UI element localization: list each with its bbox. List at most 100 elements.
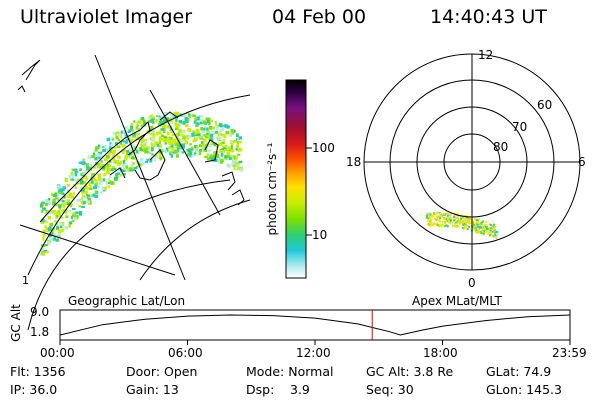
- aurora-pixel: [59, 222, 63, 226]
- aurora-pixel: [186, 117, 190, 122]
- aurora-pixel: [185, 123, 189, 127]
- aurora-pixel: [124, 126, 127, 130]
- aurora-pixel: [211, 131, 216, 135]
- aurora-pixel: [479, 224, 482, 227]
- aurora-pixel: [40, 247, 44, 252]
- aurora-pixel: [142, 162, 146, 165]
- aurora-pixel: [119, 142, 122, 145]
- aurora-pixel: [227, 164, 231, 168]
- aurora-pixel: [182, 114, 187, 118]
- aurora-pixel: [438, 219, 441, 222]
- aurora-pixel: [101, 163, 105, 167]
- aurora-pixel: [168, 146, 172, 149]
- aurora-pixel: [123, 159, 126, 164]
- aurora-pixel: [55, 238, 59, 242]
- aurora-pixel: [49, 237, 54, 241]
- aurora-pixel: [177, 147, 180, 151]
- aurora-pixel: [47, 201, 52, 205]
- aurora-pixel: [186, 148, 190, 153]
- aurora-pixel: [158, 115, 161, 118]
- aurora-pixel: [493, 223, 495, 226]
- aurora-pixel: [138, 129, 141, 133]
- colorbar-gradient: [285, 79, 307, 279]
- aurora-pixel: [137, 128, 141, 131]
- aurora-pixel: [122, 149, 126, 153]
- aurora-pixel: [495, 236, 498, 239]
- aurora-pixel: [231, 160, 236, 165]
- aurora-pixel: [475, 231, 478, 234]
- aurora-pixel: [75, 214, 79, 219]
- aurora-pixel: [198, 144, 203, 147]
- aurora-pixel: [438, 215, 441, 218]
- aurora-pixel: [485, 221, 488, 223]
- aurora-pixel: [42, 252, 46, 256]
- aurora-pixel: [129, 125, 134, 130]
- aurora-pixel: [112, 154, 115, 158]
- aurora-pixel: [64, 226, 68, 230]
- time-label-1800: 18:00: [423, 346, 458, 360]
- aurora-pixel: [89, 200, 92, 204]
- aurora-pixel: [114, 176, 118, 181]
- aurora-pixel: [188, 149, 192, 153]
- aurora-pixel: [436, 223, 439, 226]
- aurora-pixel: [135, 160, 139, 163]
- aurora-pixel: [171, 149, 175, 154]
- aurora-pixel: [219, 123, 222, 126]
- aurora-pixel: [227, 156, 231, 159]
- aurora-pixel: [157, 132, 161, 135]
- aurora-pixel: [495, 234, 497, 237]
- aurora-pixel: [475, 221, 478, 224]
- aurora-pixel: [472, 220, 475, 223]
- geo-corner-label: 1: [22, 274, 29, 287]
- aurora-pixel: [485, 230, 488, 233]
- aurora-pixel: [173, 142, 176, 146]
- aurora-pixel: [230, 142, 234, 146]
- aurora-pixel: [225, 131, 230, 135]
- aurora-pixel: [156, 144, 160, 147]
- aurora-pixel: [446, 219, 449, 222]
- aurora-pixel: [54, 234, 58, 237]
- aurora-pixel: [208, 122, 211, 126]
- aurora-pixel: [477, 218, 480, 221]
- geographic-longitude: GLon: 145.3: [486, 382, 562, 397]
- aurora-pixel: [237, 147, 241, 152]
- aurora-pixel: [440, 225, 443, 227]
- aurora-pixel: [72, 208, 76, 211]
- aurora-pixel: [131, 162, 135, 166]
- aurora-pixel: [101, 186, 105, 190]
- aurora-pixel: [122, 163, 126, 167]
- aurora-pixel: [482, 220, 485, 223]
- aurora-pixel: [141, 142, 145, 145]
- aurora-pixel: [462, 227, 464, 229]
- aurora-pixel: [199, 115, 204, 118]
- aurora-pixel: [159, 156, 163, 161]
- aurora-pixel: [139, 147, 143, 151]
- aurora-pixel: [427, 223, 430, 226]
- aurora-pixel: [165, 147, 169, 152]
- aurora-pixel: [209, 133, 214, 138]
- aurora-pixel: [62, 222, 65, 226]
- aurora-pixel: [107, 182, 111, 185]
- aurora-pixel: [192, 139, 197, 143]
- aurora-pixel: [123, 169, 126, 173]
- aurora-pixel: [81, 205, 86, 208]
- aurora-pixel: [148, 151, 152, 155]
- aurora-pixel: [187, 128, 192, 132]
- aurora-pixel: [191, 147, 194, 150]
- aurora-pixel: [130, 128, 134, 132]
- aurora-pixel: [112, 132, 116, 135]
- aurora-pixel: [166, 136, 169, 139]
- aurora-pixel: [60, 186, 63, 189]
- aurora-pixel: [56, 185, 60, 188]
- aurora-pixel: [482, 227, 485, 230]
- aurora-pixel: [113, 167, 117, 171]
- aurora-pixel: [69, 203, 73, 206]
- aurora-pixel: [52, 198, 56, 203]
- aurora-pixel: [162, 124, 167, 129]
- aurora-pixel: [41, 210, 44, 213]
- aurora-pixel: [489, 234, 491, 237]
- aurora-pixel: [102, 178, 106, 182]
- aurora-pixel: [82, 195, 85, 198]
- aurora-pixel: [477, 223, 480, 226]
- aurora-pixel: [233, 155, 237, 160]
